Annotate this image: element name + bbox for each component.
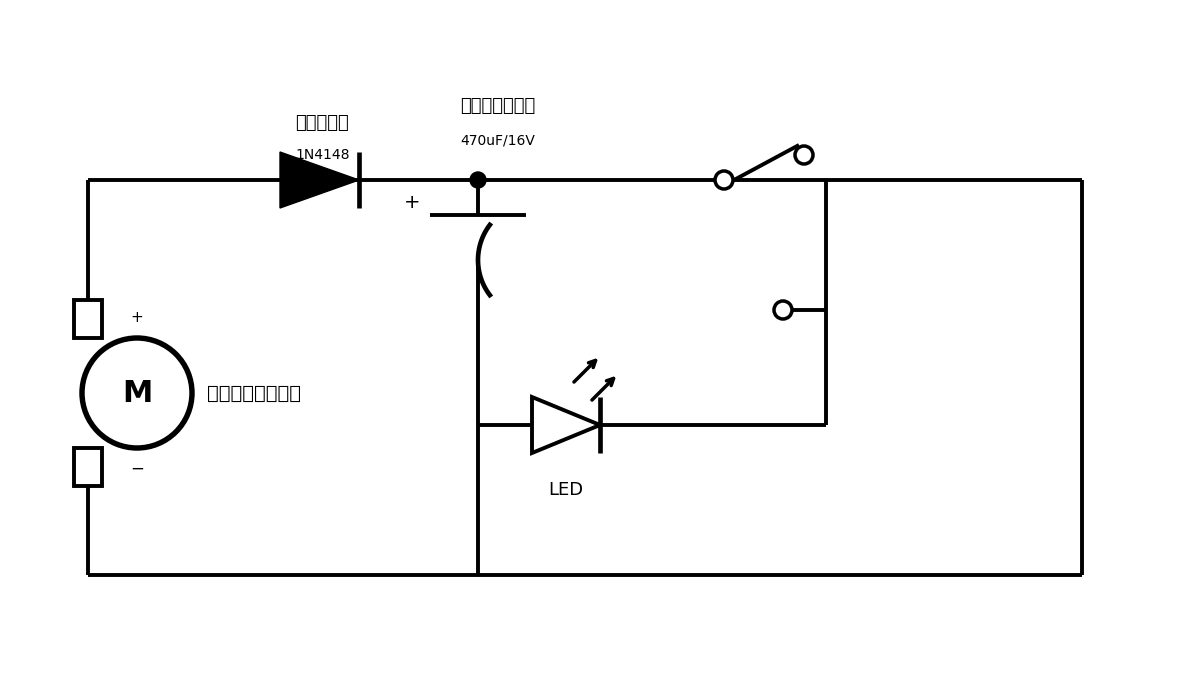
- Bar: [74, 448, 102, 486]
- Text: M: M: [122, 379, 152, 408]
- Circle shape: [796, 146, 814, 164]
- Text: LED: LED: [548, 481, 583, 499]
- Text: +: +: [403, 194, 420, 213]
- Polygon shape: [280, 152, 359, 208]
- Circle shape: [715, 171, 733, 189]
- Text: 水力発電モーター: 水力発電モーター: [208, 383, 301, 402]
- Circle shape: [470, 172, 486, 188]
- Bar: [74, 300, 102, 338]
- Text: ダイオード: ダイオード: [295, 114, 349, 132]
- Text: +: +: [131, 310, 143, 325]
- Circle shape: [82, 338, 192, 448]
- Circle shape: [774, 301, 792, 319]
- Text: −: −: [130, 460, 144, 478]
- Text: 1N4148: 1N4148: [295, 148, 349, 162]
- Text: 470uF/16V: 470uF/16V: [461, 134, 535, 148]
- Text: 電解コンデンサ: 電解コンデンサ: [461, 97, 535, 115]
